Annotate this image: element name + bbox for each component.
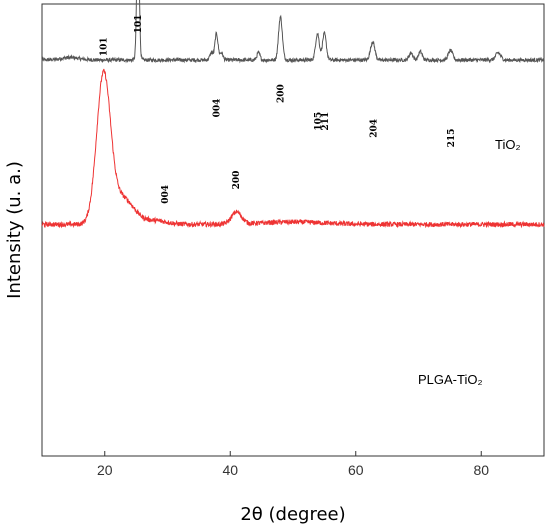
x-tick-label-20: 20 [97,462,113,478]
peak-label-0-1: 004 [212,99,222,118]
peak-label-0-4: 211 [321,112,331,131]
peak-label-0-2: 200 [276,84,286,103]
x-axis-label: 2θ (degree) [240,504,345,525]
series-label-plga-tio2: PLGA-TiO₂ [418,372,483,387]
peak-label-0-5: 204 [369,119,379,138]
x-tick-label-40: 40 [222,462,238,478]
peak-label-1-1: 004 [161,185,171,204]
x-axis-ticks: 20 40 60 80 [97,451,489,478]
series-line-0 [41,0,545,64]
x-tick-label-60: 60 [348,462,364,478]
series-layer [41,0,545,229]
peak-label-0-0: 101 [134,15,144,34]
series-line-1 [41,68,545,229]
plot-frame [41,3,545,457]
x-tick-label-80: 80 [473,462,489,478]
peak-label-0-3: 105 [314,112,324,131]
y-axis-label: Intensity (u. a.) [4,161,25,299]
series-label-tio2: TiO₂ [495,137,521,152]
peak-label-1-0: 101 [99,37,109,56]
peak-label-0-6: 215 [447,129,457,148]
peak-label-1-2: 200 [232,171,242,190]
